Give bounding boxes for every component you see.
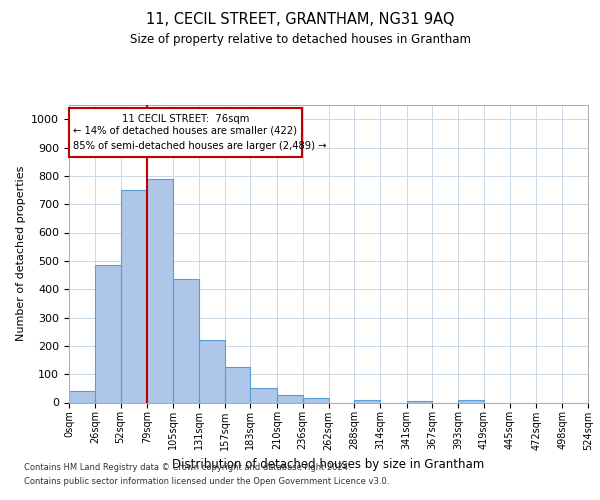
Bar [458,400,484,402]
Bar [250,388,277,402]
Text: 11 CECIL STREET:  76sqm: 11 CECIL STREET: 76sqm [122,114,250,124]
Text: Contains public sector information licensed under the Open Government Licence v3: Contains public sector information licen… [24,478,389,486]
Bar [354,400,380,402]
Bar [95,265,121,402]
Text: 85% of semi-detached houses are larger (2,489) →: 85% of semi-detached houses are larger (… [73,141,326,151]
Bar [69,391,95,402]
Y-axis label: Number of detached properties: Number of detached properties [16,166,26,342]
Text: ← 14% of detached houses are smaller (422): ← 14% of detached houses are smaller (42… [73,126,297,136]
Bar [147,178,173,402]
Bar [199,340,224,402]
Bar [277,395,303,402]
FancyBboxPatch shape [70,108,302,156]
Bar [173,279,199,402]
Bar [303,398,329,402]
Text: 11, CECIL STREET, GRANTHAM, NG31 9AQ: 11, CECIL STREET, GRANTHAM, NG31 9AQ [146,12,454,28]
X-axis label: Distribution of detached houses by size in Grantham: Distribution of detached houses by size … [172,458,485,471]
Bar [121,190,147,402]
Bar [407,400,433,402]
Text: Contains HM Land Registry data © Crown copyright and database right 2024.: Contains HM Land Registry data © Crown c… [24,462,350,471]
Bar [224,367,250,402]
Text: Size of property relative to detached houses in Grantham: Size of property relative to detached ho… [130,32,470,46]
